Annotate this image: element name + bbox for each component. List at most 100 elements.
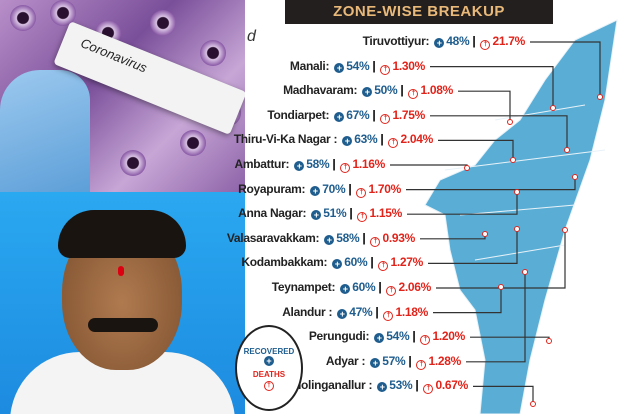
zone-row: Ambattur: +58% | † 1.16% <box>234 157 385 173</box>
zone-name: Adyar : <box>325 353 366 368</box>
zone-row: Royapuram: +70% | † 1.70% <box>238 181 401 198</box>
recovered-value: 48% <box>446 34 470 48</box>
deaths-value: 0.93% <box>382 230 415 245</box>
deaths-value: 1.18% <box>395 304 428 319</box>
partial-text: d <box>247 28 256 45</box>
zone-name: Kodambakkam: <box>241 255 328 270</box>
deaths-value: 21.7% <box>492 34 525 48</box>
zone-marker <box>564 147 570 153</box>
leader-line <box>430 66 554 108</box>
deaths-icon: † <box>423 384 434 395</box>
tilak <box>118 266 124 276</box>
zone-row: Madhavaram: +50% | † 1.08% <box>283 83 453 100</box>
recovered-icon: + <box>264 356 274 366</box>
zone-marker <box>546 338 552 344</box>
leader-line <box>390 164 468 168</box>
zone-marker <box>572 174 578 180</box>
zone-name: Alandur : <box>282 304 333 319</box>
recovered-icon: + <box>434 38 445 48</box>
recovered-value: 54% <box>346 58 370 73</box>
deaths-icon: † <box>480 40 491 50</box>
deaths-icon: † <box>386 286 397 296</box>
deaths-value: 1.30% <box>392 58 425 73</box>
deaths-icon: † <box>378 261 389 272</box>
deaths-icon: † <box>340 163 351 173</box>
zone-marker <box>510 157 516 163</box>
recovered-icon: + <box>324 234 335 245</box>
deaths-value: 2.06% <box>398 280 431 294</box>
recovered-value: 60% <box>352 280 376 294</box>
deaths-value: 0.67% <box>435 378 468 393</box>
zone-name: Ambattur: <box>234 157 290 171</box>
deaths-icon: † <box>380 113 391 124</box>
coronavirus-test-tube-photo: Coronavirus <box>0 0 245 192</box>
leader-line <box>428 229 518 264</box>
leader-line <box>433 287 502 314</box>
zone-marker <box>530 401 536 407</box>
zone-row: Adyar : +57% | † 1.28% <box>325 353 461 370</box>
deaths-icon: † <box>357 212 368 223</box>
deaths-icon: † <box>388 138 399 149</box>
deaths-value: 1.16% <box>352 157 385 171</box>
leader-line <box>436 230 566 289</box>
deaths-icon: † <box>380 64 391 75</box>
zone-marker <box>514 189 520 195</box>
zone-marker <box>522 269 528 275</box>
hair <box>58 210 186 258</box>
deaths-value: 1.28% <box>428 353 461 368</box>
recovered-value: 63% <box>354 132 378 147</box>
recovered-icon: + <box>337 308 348 319</box>
recovered-value: 58% <box>336 230 360 245</box>
recovered-icon: + <box>374 333 385 344</box>
zone-marker <box>482 231 488 237</box>
deaths-value: 1.70% <box>368 181 401 196</box>
zone-row: Tiruvottiyur: +48% | † 21.7% <box>362 34 525 50</box>
recovered-icon: + <box>294 161 305 171</box>
legend: RECOVERED + DEATHS † <box>235 325 303 411</box>
deaths-icon: † <box>416 359 427 370</box>
zone-wise-infographic: ZONE-WISE BREAKUP d Tiruvottiyur: +48% |… <box>227 0 620 414</box>
deaths-value: 1.75% <box>392 107 425 122</box>
recovered-value: 60% <box>344 255 368 270</box>
zone-marker <box>562 227 568 233</box>
zone-marker <box>550 105 556 111</box>
zone-row: Tondiarpet: +67% | † 1.75% <box>267 107 425 124</box>
deaths-icon: † <box>420 335 431 346</box>
zone-name: Sholinganallur : <box>286 378 373 393</box>
zone-name: Royapuram: <box>238 181 306 196</box>
zone-marker <box>514 226 520 232</box>
leader-line <box>438 139 514 160</box>
zone-row: Thiru-Vi-Ka Nagar : +63% | † 2.04% <box>233 132 433 149</box>
recovered-value: 51% <box>323 206 347 221</box>
portrait-photo <box>0 192 245 414</box>
recovered-value: 57% <box>382 353 406 368</box>
recovered-value: 67% <box>346 107 370 122</box>
deaths-value: 1.15% <box>369 206 402 221</box>
recovered-icon: + <box>332 259 343 270</box>
infographic-title: ZONE-WISE BREAKUP <box>285 0 553 24</box>
chennai-zone-map <box>390 19 618 414</box>
leader-line <box>406 177 576 191</box>
recovered-icon: + <box>311 210 322 221</box>
deaths-value: 1.08% <box>420 83 453 98</box>
zone-marker <box>597 94 603 100</box>
recovered-icon: + <box>334 111 345 122</box>
deaths-icon: † <box>408 89 419 100</box>
zone-marker <box>464 165 470 171</box>
leader-line <box>466 272 526 363</box>
recovered-icon: + <box>377 382 388 393</box>
deaths-value: 2.04% <box>400 132 433 147</box>
zone-name: Valasaravakkam: <box>226 230 320 245</box>
deaths-value: 1.20% <box>432 329 465 344</box>
leader-line <box>530 41 601 97</box>
zone-row: Sholinganallur : +53% | † 0.67% <box>286 378 468 395</box>
zone-name: Tiruvottiyur: <box>362 34 430 48</box>
legend-recovered: RECOVERED <box>243 347 295 356</box>
recovered-icon: + <box>334 62 345 73</box>
zone-name: Madhavaram: <box>283 83 358 98</box>
recovered-icon: + <box>340 284 351 294</box>
recovered-value: 58% <box>306 157 330 171</box>
zone-name: Teynampet: <box>271 280 336 294</box>
zone-row: Alandur : +47% | † 1.18% <box>282 304 428 321</box>
legend-deaths: DEATHS <box>252 370 286 379</box>
